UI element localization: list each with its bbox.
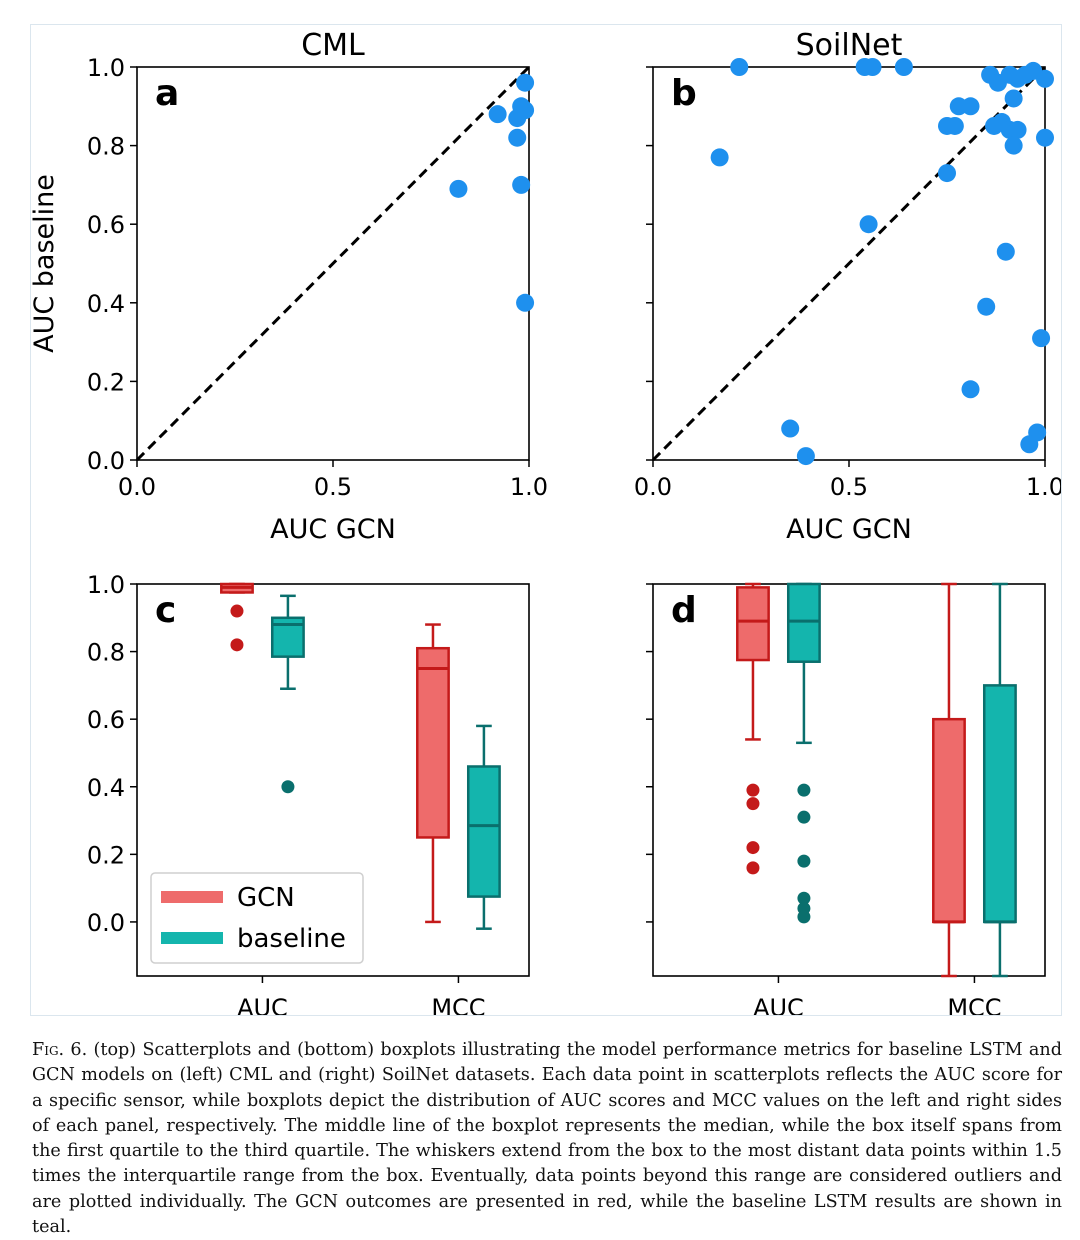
scatter-point (796, 447, 815, 466)
boxplot-gcn-mcc (932, 582, 966, 978)
panel-title: SoilNet (796, 28, 903, 63)
scatter-point (516, 73, 535, 92)
panel-label: c (155, 590, 176, 631)
scatter-point (512, 175, 531, 194)
x-tick-label: 0.0 (634, 473, 672, 501)
scatter-point (508, 128, 527, 147)
y-tick-label: 0.6 (87, 211, 125, 239)
caption-text: (top) Scatterplots and (bottom) boxplots… (32, 1040, 1062, 1238)
y-tick-label: 0.8 (87, 639, 125, 667)
scatter-point (449, 179, 468, 198)
diagonal-reference-line (135, 65, 531, 462)
scatter-point (1004, 136, 1023, 155)
outlier-point (797, 910, 811, 924)
figure-canvas: 0.0 0.5 1.0 0.0 0.2 0.4 0.6 0.8 1.0 CML a AUC GCN AU… (31, 28, 1061, 1015)
x-axis-label: AUC GCN (270, 514, 396, 545)
x-tick-label: 0.0 (118, 473, 156, 501)
x-tick-label: 1.0 (1026, 473, 1061, 501)
scatter-point (710, 148, 729, 167)
outlier-point (746, 841, 760, 855)
scatter-point (516, 101, 535, 120)
legend: GCN baseline (150, 872, 364, 964)
y-tick-label: 0.0 (87, 909, 125, 937)
scatter-point (961, 97, 980, 116)
scatter-point (996, 242, 1015, 261)
scatter-point (945, 116, 964, 135)
panel-title: CML (301, 28, 365, 63)
panel-label: a (155, 73, 179, 114)
legend-swatch-gcn (161, 891, 223, 903)
scatter-point (1004, 89, 1023, 108)
y-tick-label: 0.6 (87, 706, 125, 734)
category-label: AUC (753, 994, 804, 1015)
outlier-point (797, 783, 811, 797)
boxplot-baseline-auc (270, 594, 305, 794)
y-axis-label: AUC baseline (31, 174, 60, 353)
legend-swatch-baseline (161, 932, 223, 944)
scatter-point (894, 58, 913, 76)
outlier-point (281, 780, 295, 794)
box-iqr (932, 717, 966, 924)
x-axis-label: AUC GCN (786, 514, 912, 545)
scatter-point (863, 58, 882, 76)
scatter-point (516, 293, 535, 312)
y-tick-label: 1.0 (87, 54, 125, 82)
box-iqr (786, 582, 821, 663)
outlier-point (230, 604, 244, 618)
y-tick-label: 0.4 (87, 290, 125, 318)
scatter-point (977, 297, 996, 316)
scatter-point (781, 419, 800, 438)
scatter-point (938, 164, 956, 183)
panel-label: b (671, 73, 697, 114)
y-tick-label: 1.0 (87, 571, 125, 599)
box-iqr (466, 765, 501, 898)
y-tick-label: 0.4 (87, 774, 125, 802)
legend-label-gcn: GCN (237, 883, 295, 913)
outlier-point (230, 638, 244, 652)
x-tick-label: 1.0 (510, 473, 548, 501)
scatter-point (488, 105, 507, 124)
boxplot-baseline-mcc (466, 724, 501, 930)
outlier-point (797, 810, 811, 824)
outlier-point (797, 854, 811, 868)
y-tick-label: 0.2 (87, 841, 125, 869)
box-iqr (416, 646, 450, 839)
x-tick-label: 0.5 (830, 473, 868, 501)
scatter-point (1032, 329, 1051, 348)
outlier-point (746, 783, 760, 797)
scatter-point (859, 215, 878, 234)
scatter-point (730, 58, 749, 76)
category-label: MCC (431, 994, 485, 1015)
boxplot-gcn-mcc (416, 623, 450, 924)
scatter-point (1036, 128, 1054, 147)
category-label: MCC (947, 994, 1001, 1015)
figure-caption: Fig. 6. (top) Scatterplots and (bottom) … (32, 1038, 1062, 1240)
outlier-point (746, 861, 760, 875)
boxplot-gcn-auc (736, 582, 770, 875)
y-tick-label: 0.2 (87, 368, 125, 396)
legend-label-baseline: baseline (237, 924, 346, 954)
box-iqr (982, 684, 1017, 924)
y-tick-label: 0.0 (87, 447, 125, 475)
boxplot-gcn-auc (220, 582, 254, 652)
figure-frame: 0.0 0.5 1.0 0.0 0.2 0.4 0.6 0.8 1.0 CML a AUC GCN AU… (30, 24, 1062, 1016)
outlier-point (797, 891, 811, 905)
caption-label: Fig. 6. (32, 1040, 88, 1060)
scatter-point (1036, 69, 1054, 88)
panel-label: d (671, 590, 697, 631)
diagonal-reference-line (651, 65, 1047, 462)
y-tick-label: 0.8 (87, 133, 125, 161)
boxplot-baseline-auc (786, 582, 821, 924)
scatter-point (1020, 435, 1039, 454)
outlier-point (746, 797, 760, 811)
scatter-point (1008, 120, 1027, 139)
boxplot-baseline-mcc (982, 582, 1017, 978)
scatter-point (961, 380, 980, 399)
box-iqr (736, 586, 770, 662)
x-tick-label: 0.5 (314, 473, 352, 501)
panel-d-frame (652, 583, 1046, 977)
category-label: AUC (237, 994, 288, 1015)
